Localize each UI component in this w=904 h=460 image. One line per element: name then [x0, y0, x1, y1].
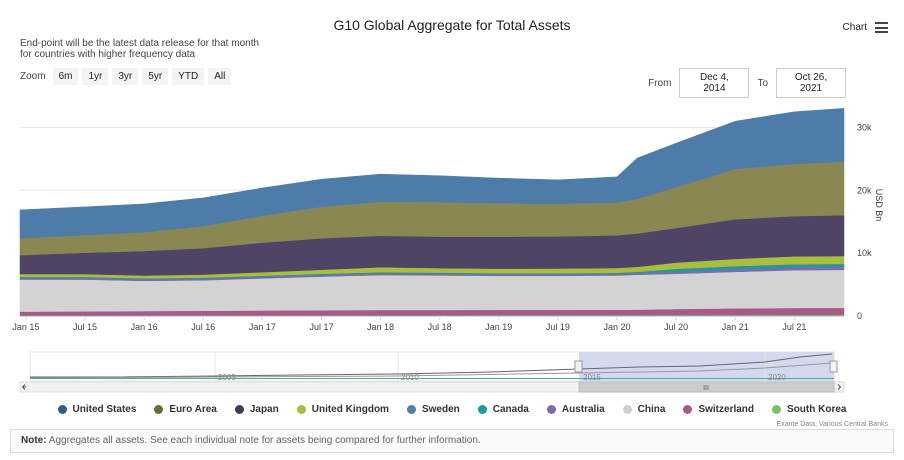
- zoom-all-button[interactable]: All: [208, 68, 232, 85]
- legend-dot-icon: [57, 405, 67, 414]
- navigator[interactable]: 2005 2010 2015 2020 III: [19, 351, 845, 393]
- legend-item-sweden[interactable]: Sweden: [406, 404, 460, 415]
- x-tick-label: Jan 16: [131, 322, 158, 332]
- chart-menu-button[interactable]: Chart: [843, 22, 888, 33]
- y-axis: USD Bn 0 10k 20k 30k: [857, 122, 884, 321]
- legend-dot-icon: [154, 405, 164, 414]
- navigator-label-2020: 2020: [768, 373, 786, 382]
- x-axis: Jan 15 Jul 15 Jan 16 Jul 16 Jan 17 Jul 17 Jan …: [12, 316, 844, 332]
- legend: United States Euro Area Japan United Kin…: [0, 404, 904, 415]
- navigator-label-2010: 2010: [401, 373, 419, 382]
- from-label: From: [648, 77, 672, 89]
- legend-item-switzerland[interactable]: Switzerland: [683, 404, 754, 415]
- subtitle-line-2: for countries with higher frequency data: [20, 49, 196, 60]
- area-united-states: [19, 108, 845, 239]
- scroll-right-arrow-icon[interactable]: [837, 384, 842, 390]
- legend-dot-icon: [772, 405, 782, 414]
- legend-item-united-kingdom[interactable]: United Kingdom: [296, 404, 389, 415]
- y-axis-title: USD Bn: [874, 189, 884, 222]
- to-date-input[interactable]: Oct 26, 2021: [776, 68, 846, 98]
- hamburger-icon[interactable]: [875, 22, 888, 33]
- legend-label: United States: [72, 404, 137, 415]
- chart-menu-label: Chart: [842, 22, 867, 33]
- x-tick-label: Jan 20: [604, 322, 631, 332]
- date-range-selector: From Dec 4, 2014 To Oct 26, 2021: [648, 68, 846, 98]
- x-tick-label: Jul 21: [782, 322, 806, 332]
- navigator-handle-left[interactable]: [574, 360, 583, 373]
- legend-item-japan[interactable]: Japan: [234, 404, 279, 415]
- legend-dot-icon: [406, 405, 416, 414]
- scrollbar-grip-icon: III: [703, 385, 709, 392]
- x-tick-label: Jan 15: [12, 322, 39, 332]
- legend-dot-icon: [622, 405, 632, 414]
- legend-label: China: [637, 404, 666, 415]
- x-tick-label: Jan 17: [249, 322, 276, 332]
- x-tick-label: Jan 18: [367, 322, 394, 332]
- legend-label: Canada: [492, 404, 529, 415]
- scrollbar-thumb[interactable]: [578, 381, 835, 393]
- x-tick-label: Jul 16: [191, 322, 215, 332]
- y-tick-label: 10k: [857, 248, 872, 258]
- navigator-series-line: [30, 353, 833, 378]
- y-tick-label: 0: [857, 311, 862, 321]
- zoom-label: Zoom: [20, 71, 46, 82]
- chart-credits[interactable]: Exante Data, Various Central Banks: [776, 421, 888, 428]
- legend-item-united-states[interactable]: United States: [57, 404, 137, 415]
- y-tick-label: 30k: [857, 122, 872, 132]
- note-label: Note:: [21, 435, 47, 446]
- y-tick-label: 20k: [857, 185, 872, 195]
- zoom-bar: Zoom 6m 1yr 3yr 5yr YTD All: [20, 68, 232, 85]
- x-tick-label: Jul 18: [428, 322, 452, 332]
- legend-label: Australia: [561, 404, 605, 415]
- navigator-selection[interactable]: [579, 352, 834, 381]
- legend-item-canada[interactable]: Canada: [477, 404, 529, 415]
- x-tick-label: Jul 19: [546, 322, 570, 332]
- legend-dot-icon: [296, 405, 306, 414]
- subtitle-line-1: End-point will be the latest data releas…: [20, 38, 260, 49]
- zoom-5yr-button[interactable]: 5yr: [142, 68, 169, 85]
- zoom-3yr-button[interactable]: 3yr: [112, 68, 139, 85]
- navigator-label-2005: 2005: [218, 373, 236, 382]
- x-tick-label: Jan 19: [485, 322, 512, 332]
- legend-label: Euro Area: [169, 404, 217, 415]
- navigator-label-2015: 2015: [583, 373, 601, 382]
- legend-dot-icon: [683, 405, 693, 414]
- chart-title: G10 Global Aggregate for Total Assets: [333, 17, 571, 33]
- chart-subtitle: End-point will be the latest data releas…: [20, 38, 280, 60]
- legend-label: Sweden: [421, 404, 460, 415]
- legend-item-south-korea[interactable]: South Korea: [772, 404, 846, 415]
- scroll-left-arrow-icon[interactable]: [21, 384, 26, 390]
- legend-dot-icon: [546, 405, 556, 414]
- navigator-handle-right[interactable]: [829, 360, 838, 373]
- zoom-6m-button[interactable]: 6m: [52, 68, 79, 85]
- zoom-ytd-button[interactable]: YTD: [172, 68, 205, 85]
- x-tick-label: Jul 20: [664, 322, 688, 332]
- legend-dot-icon: [234, 405, 244, 414]
- to-label: To: [757, 77, 768, 89]
- legend-dot-icon: [477, 405, 487, 414]
- legend-item-euro-area[interactable]: Euro Area: [154, 404, 217, 415]
- legend-label: United Kingdom: [311, 404, 389, 415]
- scrollbar-track[interactable]: [19, 381, 845, 393]
- x-tick-label: Jul 15: [73, 322, 97, 332]
- legend-label: South Korea: [787, 404, 847, 415]
- navigator-series-line-2: [29, 362, 833, 379]
- legend-label: Switzerland: [698, 404, 755, 415]
- legend-label: Japan: [249, 404, 279, 415]
- legend-item-china[interactable]: China: [622, 404, 666, 415]
- area-series: [19, 108, 845, 317]
- legend-item-australia[interactable]: Australia: [546, 404, 605, 415]
- x-tick-label: Jul 17: [309, 322, 333, 332]
- note-text: Aggregates all assets. See each individu…: [48, 435, 481, 446]
- note-box: Note: Aggregates all assets. See each in…: [10, 429, 894, 453]
- x-tick-label: Jan 21: [722, 322, 749, 332]
- from-date-input[interactable]: Dec 4, 2014: [679, 68, 750, 98]
- zoom-1yr-button[interactable]: 1yr: [82, 68, 109, 85]
